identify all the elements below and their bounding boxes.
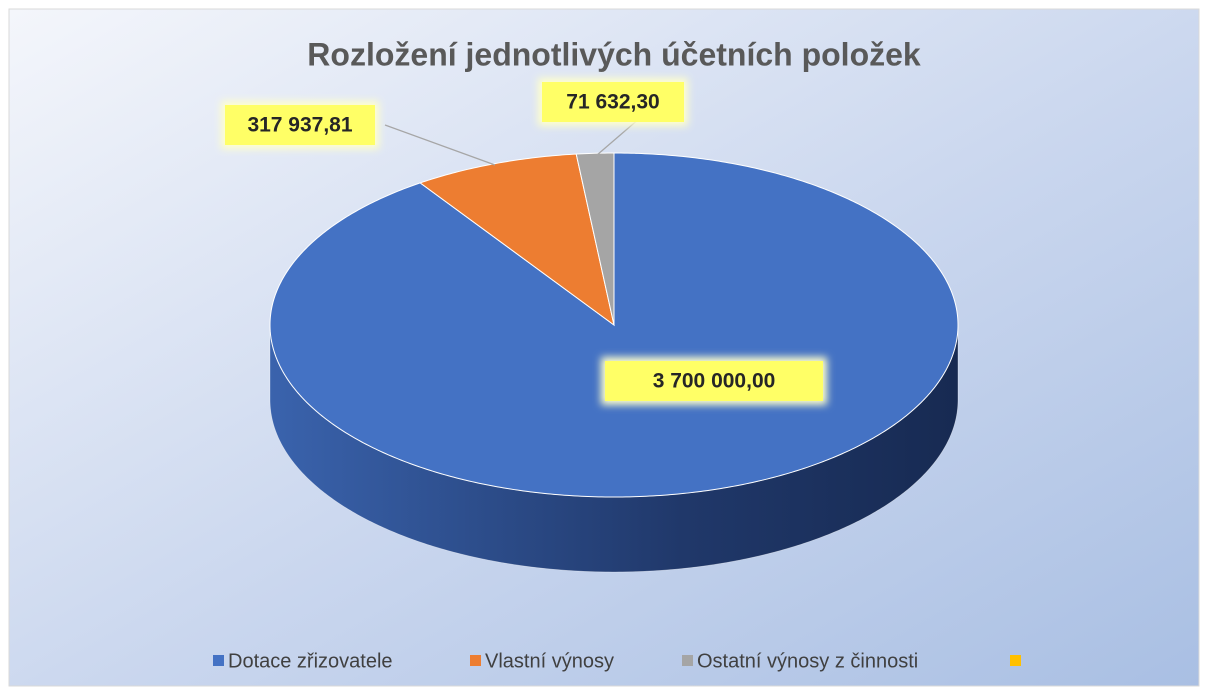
legend-swatch [470, 655, 481, 666]
data-label: 3 700 000,00 [653, 370, 776, 393]
data-label: 71 632,30 [566, 91, 659, 114]
legend-label: Ostatní výnosy z činnosti [697, 650, 918, 672]
data-label-box [225, 105, 375, 145]
legend-swatch [682, 655, 693, 666]
data-label: 317 937,81 [247, 114, 352, 137]
legend-swatch [213, 655, 224, 666]
legend-swatch [1010, 655, 1021, 666]
pie-slice [419, 153, 615, 327]
chart-title: Rozložení jednotlivých účetních položek [307, 36, 921, 72]
data-label-box [605, 361, 823, 401]
data-label-box [542, 82, 684, 122]
pie-slice [575, 152, 615, 326]
leader-line [384, 124, 496, 166]
legend-label: Vlastní výnosy [485, 650, 614, 672]
legend-label: Dotace zřizovatele [228, 650, 393, 672]
